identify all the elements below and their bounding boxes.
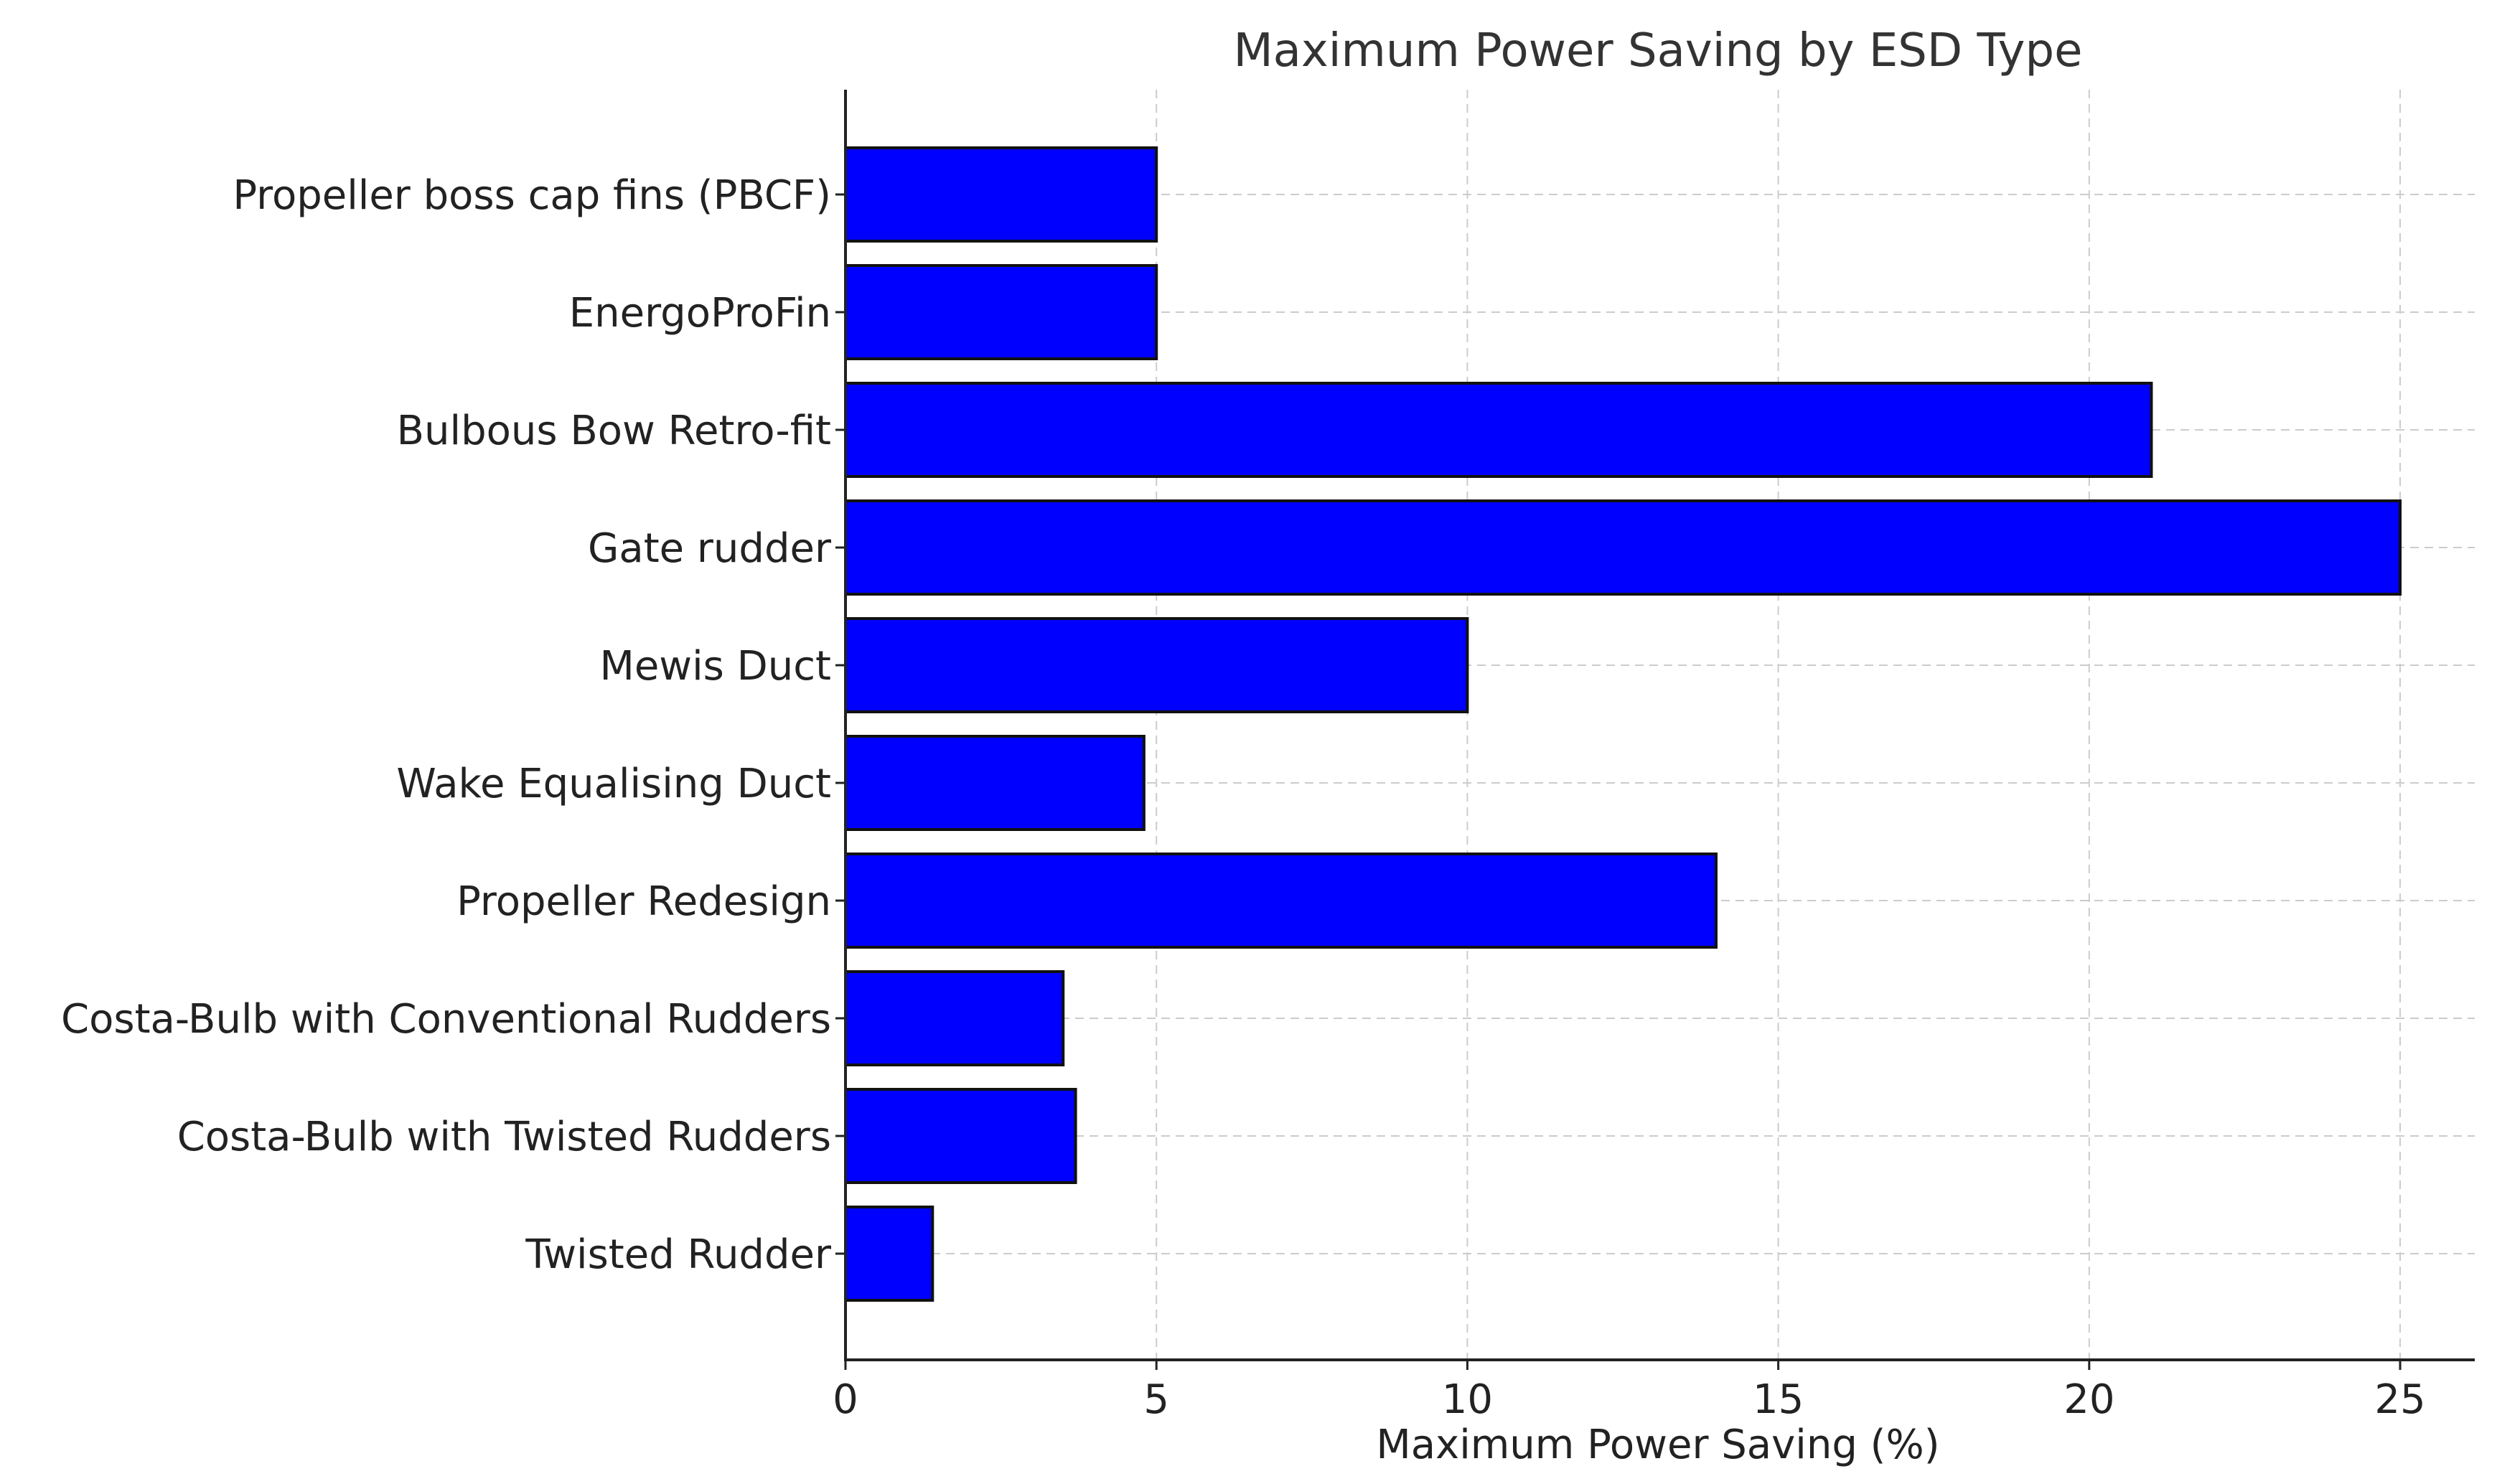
category-label-4: Mewis Duct	[600, 643, 831, 690]
bar-6	[844, 853, 1718, 949]
category-label-9: Twisted Rudder	[525, 1231, 832, 1278]
x-tick-label-3: 15	[1753, 1376, 1804, 1423]
category-label-5: Wake Equalising Duct	[396, 761, 831, 807]
x-axis-ticks: 0 5 10 15 20 25	[833, 1360, 2426, 1423]
bar-7	[844, 970, 1065, 1066]
category-label-3: Gate rudder	[588, 525, 832, 572]
bar-2	[844, 382, 2153, 478]
x-tick-label-1: 5	[1143, 1376, 1169, 1423]
bars	[844, 146, 2402, 1302]
x-axis-label: Maximum Power Saving (%)	[1376, 1422, 1939, 1468]
category-label-1: EnergoProFin	[569, 290, 831, 337]
bar-0	[844, 146, 1158, 243]
bar-9	[844, 1206, 934, 1302]
category-label-8: Costa-Bulb with Twisted Rudders	[177, 1114, 831, 1160]
x-tick-label-4: 20	[2063, 1376, 2114, 1423]
category-label-2: Bulbous Bow Retro-fit	[397, 408, 831, 454]
category-labels: Propeller boss cap fins (PBCF) EnergoProF…	[61, 172, 845, 1278]
x-tick-label-0: 0	[833, 1376, 858, 1423]
category-label-0: Propeller boss cap fins (PBCF)	[233, 172, 831, 219]
bar-8	[844, 1088, 1077, 1184]
bar-3	[844, 499, 2402, 596]
x-tick-label-2: 10	[1442, 1376, 1493, 1423]
category-label-7: Costa-Bulb with Conventional Rudders	[61, 996, 831, 1043]
category-label-6: Propeller Redesign	[456, 878, 831, 925]
bar-1	[844, 264, 1158, 360]
bar-5	[844, 735, 1146, 831]
chart-title: Maximum Power Saving by ESD Type	[1233, 24, 2082, 78]
x-tick-label-5: 25	[2374, 1376, 2425, 1423]
bar-4	[844, 617, 1469, 713]
